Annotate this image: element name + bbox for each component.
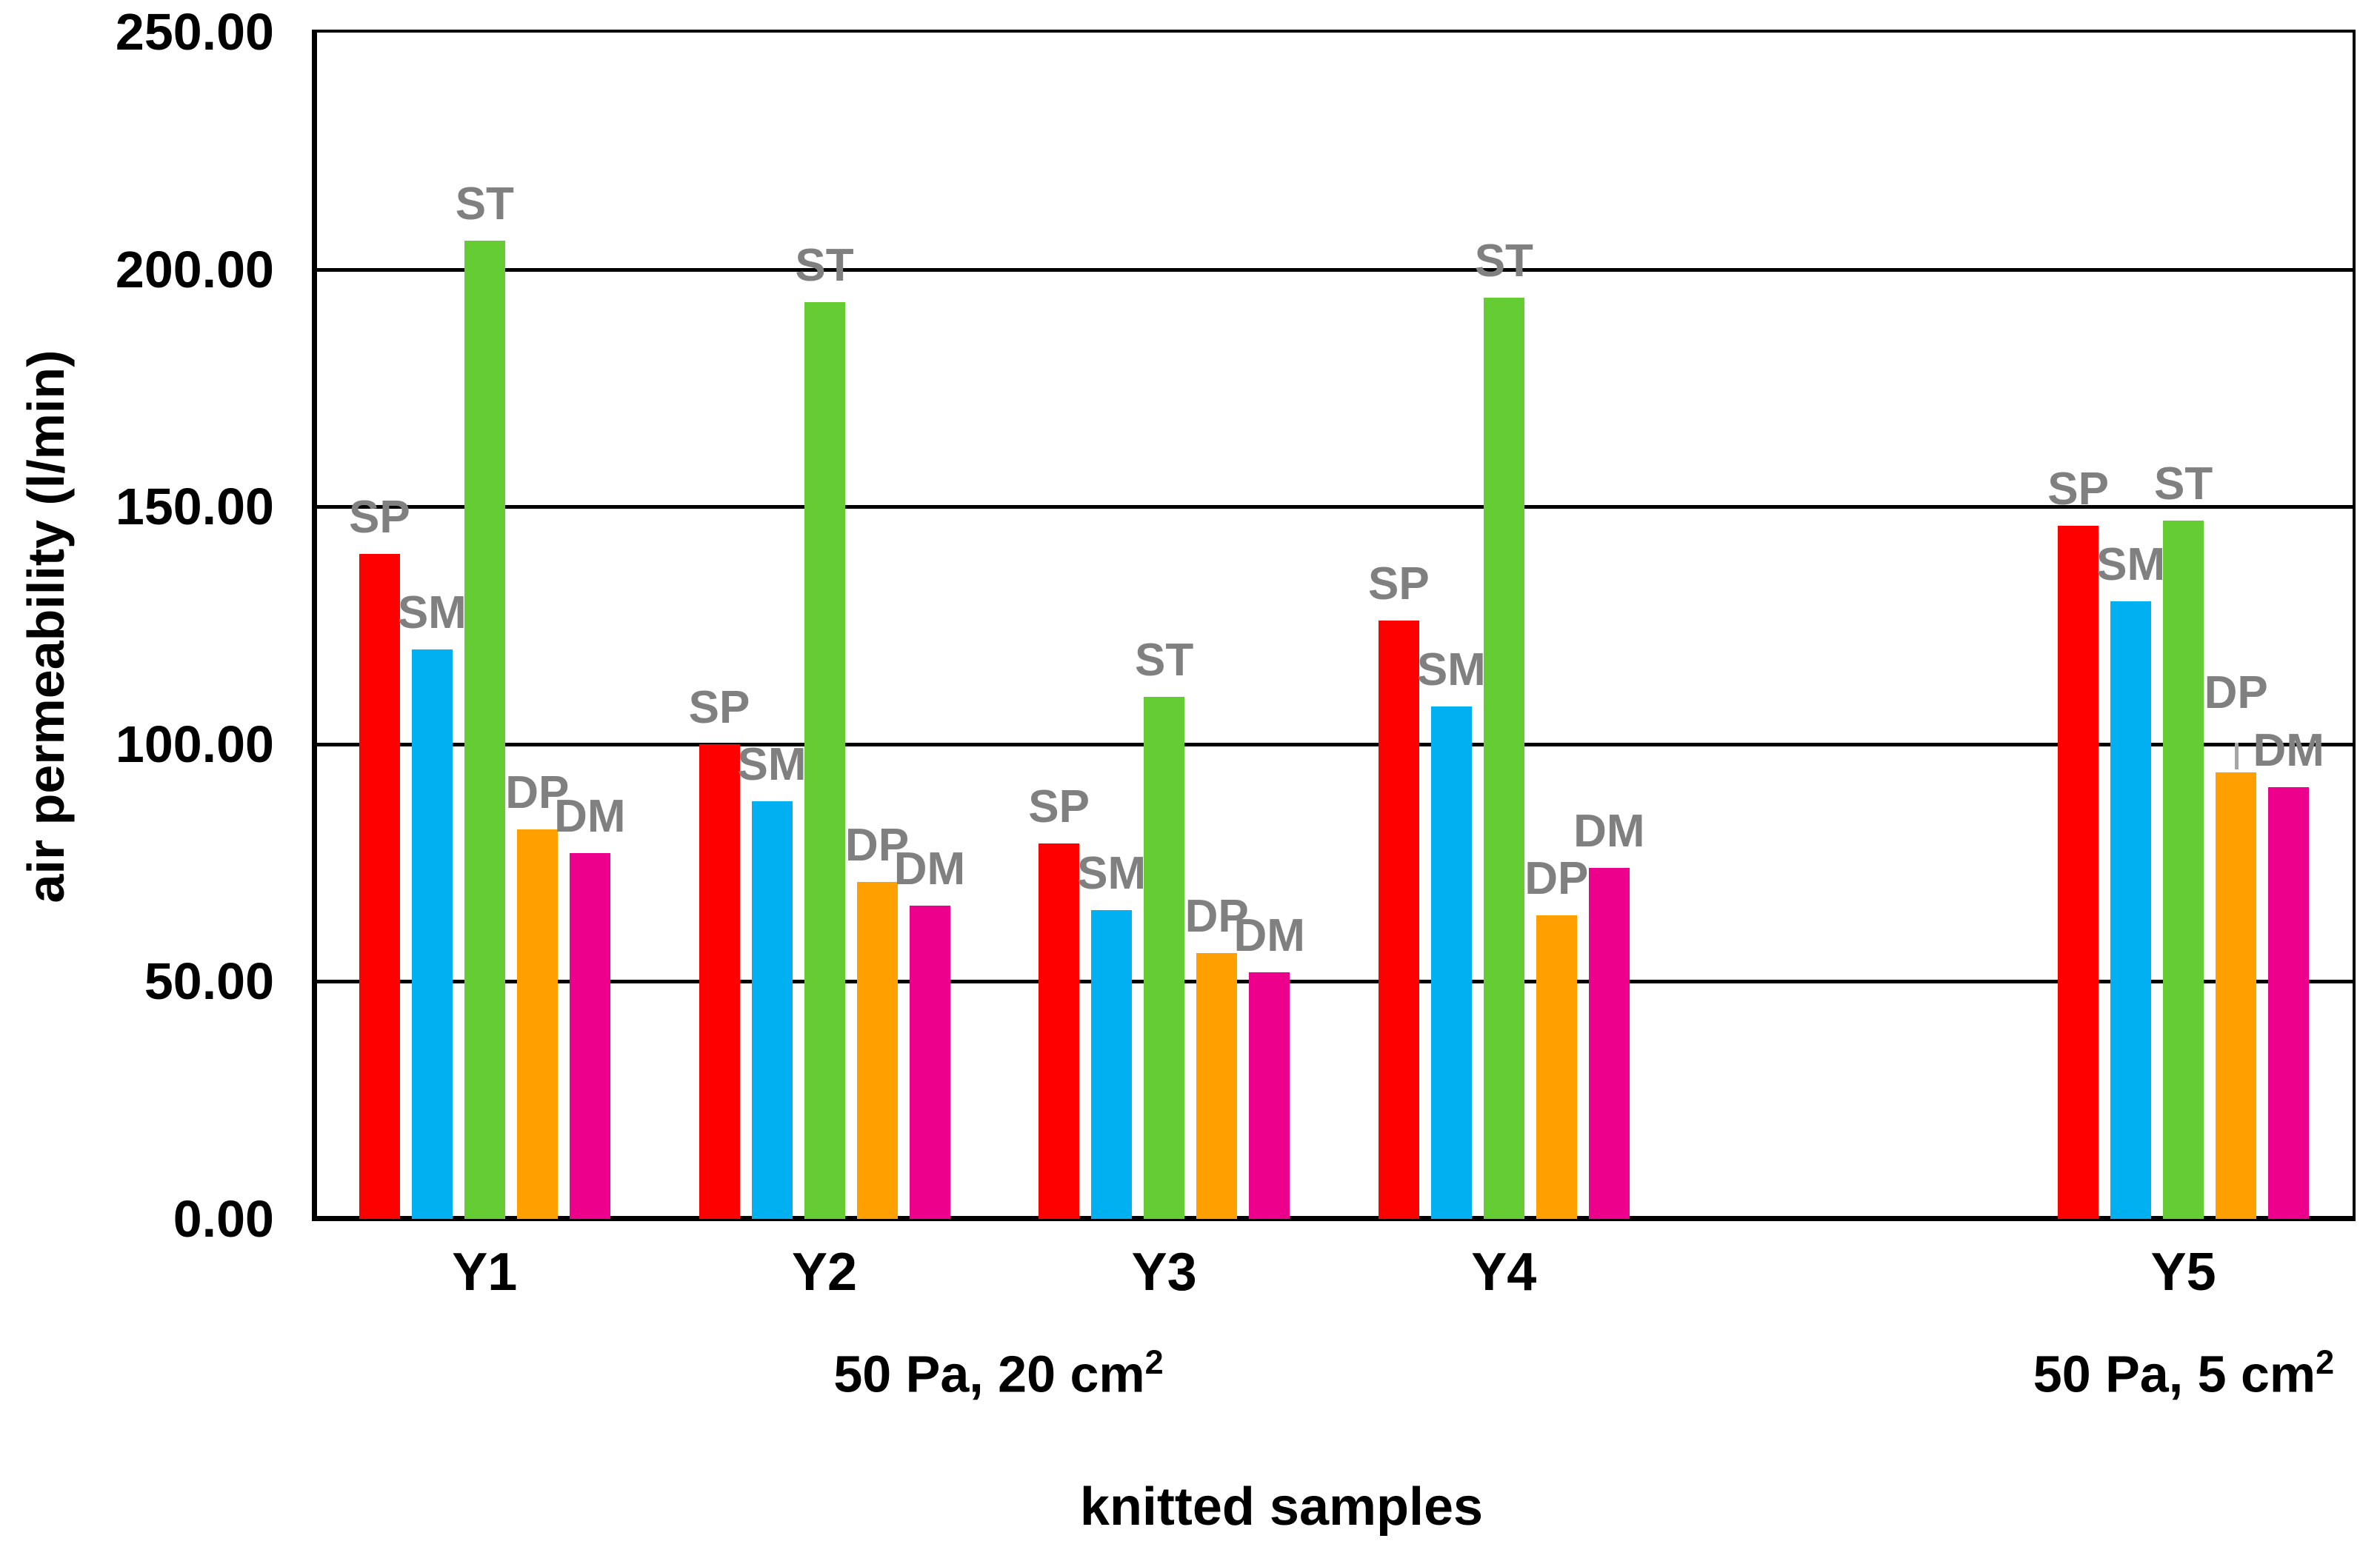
condition-label-text: 50 Pa, 20 cm [833, 1345, 1145, 1403]
bar-Y2-SP [699, 743, 740, 1219]
bar-label-Y1-DM: DM [554, 791, 626, 843]
gridline-200 [317, 267, 2353, 272]
bar-label-Y2-SP: SP [688, 681, 750, 733]
bar-label-Y2-ST: ST [795, 240, 854, 292]
bar-Y3-SP [1039, 843, 1080, 1219]
bar-label-Y1-ST: ST [455, 178, 514, 230]
bar-Y3-SM [1091, 910, 1133, 1219]
bar-label-Y1-SM: SM [397, 586, 467, 638]
bar-Y4-DP [1536, 915, 1577, 1219]
bar-label-Y4-SM: SM [1416, 644, 1486, 695]
category-label-Y3: Y3 [1131, 1243, 1197, 1302]
condition-label-5cm2: 50 Pa, 5 cm2 [1813, 1333, 2380, 1403]
y-tick-label-50: 50.00 [144, 952, 274, 1011]
y-tick-label-200: 200.00 [115, 240, 274, 298]
bar-Y4-DM [1588, 867, 1630, 1219]
bar-label-Y2-SM: SM [737, 738, 807, 790]
bar-Y2-SM [751, 801, 793, 1219]
bar-Y4-ST [1483, 298, 1524, 1219]
bar-Y5-SM [2110, 601, 2152, 1219]
y-tick-label-0: 0.00 [173, 1190, 274, 1248]
bar-Y3-DP [1196, 952, 1238, 1219]
bar-label-Y4-ST: ST [1474, 235, 1533, 287]
bar-Y5-SP [2058, 525, 2099, 1219]
category-label-Y5: Y5 [2150, 1243, 2216, 1302]
bar-Y4-SM [1430, 706, 1472, 1219]
bar-label-Y5-DP: DP [2204, 667, 2268, 719]
gridline-150 [317, 505, 2353, 509]
category-label-Y1: Y1 [452, 1243, 518, 1302]
bar-Y2-DM [909, 905, 950, 1219]
x-axis-title: knitted samples [1079, 1477, 1484, 1537]
bar-Y4-SP [1378, 621, 1419, 1219]
bar-Y5-DM [2268, 786, 2310, 1219]
bar-label-Y3-DP: DP [1184, 890, 1249, 942]
condition-label-text: 50 Pa, 5 cm [2033, 1345, 2316, 1403]
bar-Y2-ST [804, 302, 845, 1219]
y-tick-label-150: 150.00 [115, 478, 274, 536]
bar-label-Y3-SM: SM [1077, 848, 1147, 900]
bar-label-Y5-SP: SP [2047, 463, 2110, 515]
bar-Y3-DM [1249, 972, 1290, 1219]
bar-label-Y3-DM: DM [1233, 909, 1305, 961]
bar-label-Y2-DP: DP [844, 819, 910, 871]
bar-label-Y5-ST: ST [2154, 458, 2213, 510]
bar-label-Y4-SP: SP [1367, 558, 1430, 610]
bar-label-Y1-SP: SP [348, 492, 410, 544]
category-label-Y4: Y4 [1471, 1243, 1537, 1302]
bar-Y2-DP [856, 881, 898, 1219]
leader-line-Y5-DP [2234, 743, 2239, 770]
bar-Y5-ST [2163, 521, 2204, 1219]
bar-Y1-SP [359, 554, 400, 1219]
bar-Y5-DP [2216, 772, 2257, 1219]
bar-label-Y5-SM: SM [2096, 539, 2166, 591]
y-tick-label-250: 250.00 [115, 3, 274, 61]
y-tick-label-100: 100.00 [115, 715, 274, 773]
y-axis-title: air permeability (l/min) [17, 350, 75, 903]
bar-Y1-ST [464, 241, 505, 1219]
bar-label-Y3-ST: ST [1135, 634, 1194, 686]
gridline-50 [317, 980, 2353, 984]
gridline-100 [317, 742, 2353, 746]
bar-label-Y3-SP: SP [1028, 781, 1090, 833]
bar-Y1-DP [516, 829, 558, 1219]
bar-label-Y4-DM: DM [1573, 805, 1645, 857]
bar-Y1-DM [569, 853, 610, 1219]
bar-label-Y1-DP: DP [505, 767, 570, 819]
bar-label-Y2-DM: DM [893, 843, 966, 895]
superscript-2: 2 [1144, 1343, 1164, 1381]
bar-Y3-ST [1144, 696, 1185, 1219]
bar-label-Y4-DP: DP [1524, 852, 1589, 904]
plot-area-border [312, 30, 2356, 1221]
category-label-Y2: Y2 [791, 1243, 858, 1302]
bar-Y1-SM [411, 649, 453, 1219]
superscript-2: 2 [2316, 1343, 2335, 1381]
condition-label-20cm2: 50 Pa, 20 cm2 [628, 1333, 1369, 1403]
bar-label-Y5-DM: DM [2253, 724, 2324, 776]
